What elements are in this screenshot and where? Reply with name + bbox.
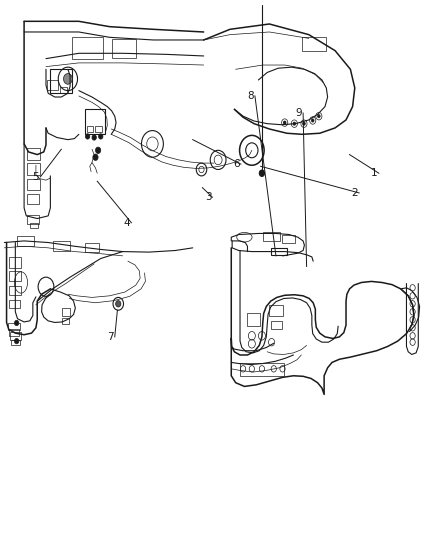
Bar — [240, 363, 284, 376]
Circle shape — [85, 134, 90, 139]
Bar — [263, 232, 280, 241]
Circle shape — [293, 122, 296, 125]
Bar — [247, 313, 260, 326]
Circle shape — [116, 301, 121, 307]
Text: 3: 3 — [205, 192, 212, 202]
Bar — [85, 243, 99, 252]
Bar — [50, 69, 72, 93]
Circle shape — [99, 134, 103, 139]
Bar — [95, 126, 102, 132]
Bar — [27, 194, 39, 204]
Bar — [11, 340, 20, 345]
Bar — [9, 300, 20, 308]
Bar — [72, 37, 103, 59]
Text: 7: 7 — [107, 332, 114, 342]
Circle shape — [14, 320, 19, 326]
Text: 2: 2 — [351, 188, 358, 198]
Text: 9: 9 — [295, 108, 302, 118]
Bar — [9, 286, 21, 295]
Bar — [9, 271, 21, 281]
Circle shape — [283, 121, 286, 124]
Bar — [87, 126, 93, 132]
Circle shape — [95, 147, 101, 154]
Bar — [27, 148, 40, 160]
Bar — [27, 163, 40, 175]
Bar — [271, 321, 282, 329]
Bar — [9, 257, 21, 268]
Bar — [271, 248, 287, 255]
Bar — [62, 318, 69, 324]
Circle shape — [318, 115, 320, 118]
Bar — [9, 329, 19, 336]
Bar — [30, 223, 38, 228]
Text: 8: 8 — [247, 91, 254, 101]
Circle shape — [303, 122, 305, 125]
Circle shape — [64, 74, 72, 84]
Bar — [302, 37, 326, 51]
Bar — [85, 109, 105, 134]
Circle shape — [92, 135, 96, 140]
Circle shape — [311, 119, 314, 122]
Circle shape — [93, 154, 98, 160]
Bar — [47, 80, 58, 90]
Bar — [27, 179, 40, 190]
Bar — [62, 308, 70, 316]
Bar — [10, 332, 21, 340]
Text: 6: 6 — [233, 159, 240, 169]
Bar — [53, 241, 70, 251]
Bar — [8, 323, 20, 330]
Bar — [60, 87, 67, 93]
Text: 1: 1 — [371, 168, 378, 178]
Bar — [17, 236, 34, 246]
Bar — [269, 305, 283, 316]
Circle shape — [14, 338, 19, 344]
Bar — [282, 235, 295, 243]
Bar — [112, 39, 136, 58]
Circle shape — [259, 170, 265, 176]
Text: 4: 4 — [124, 218, 131, 228]
Text: 5: 5 — [32, 172, 39, 182]
Bar — [27, 215, 39, 224]
